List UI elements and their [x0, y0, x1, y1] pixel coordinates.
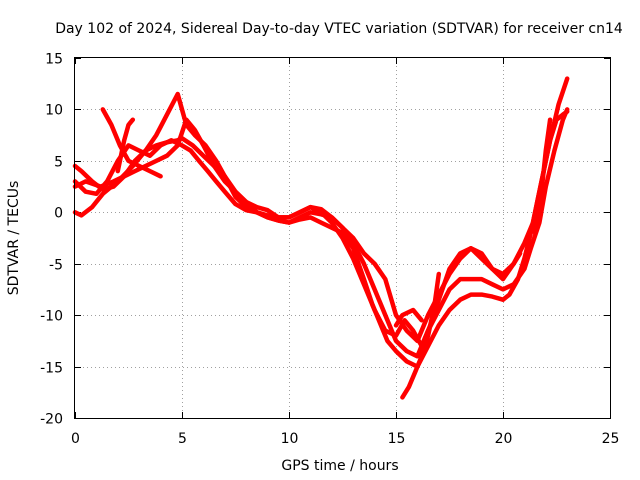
y-tick-label: -5 — [49, 258, 63, 274]
chart-title: Day 102 of 2024, Sidereal Day-to-day VTE… — [55, 21, 623, 37]
x-tick-label: 25 — [602, 431, 620, 447]
x-tick-label: 10 — [281, 431, 299, 447]
y-tick-label: 15 — [45, 52, 63, 68]
x-tick-label: 5 — [178, 431, 187, 447]
y-tick-label: 5 — [54, 155, 63, 171]
grid — [75, 58, 610, 418]
x-tick-label: 15 — [388, 431, 406, 447]
y-tick-label: 10 — [45, 103, 63, 119]
y-tick-label: 0 — [54, 206, 63, 222]
series-trace-5 — [100, 107, 163, 179]
series-trace-1 — [72, 91, 570, 369]
x-tick-label: 0 — [71, 431, 80, 447]
series-trace-9 — [532, 117, 553, 236]
plot-frame — [74, 57, 611, 419]
x-tick-label: 20 — [495, 431, 513, 447]
y-tick-label: -15 — [40, 361, 63, 377]
series-trace-3 — [72, 76, 570, 349]
data-series — [72, 76, 570, 400]
y-tick-label: -10 — [40, 309, 63, 325]
y-tick-label: -20 — [40, 412, 63, 428]
x-axis-label: GPS time / hours — [281, 458, 398, 474]
axis-ticks: 0 5 10 15 20 25 15 10 5 0 -5 -10 -15 -20 — [40, 52, 619, 448]
series-trace-8 — [393, 307, 424, 328]
series-trace-6 — [115, 117, 136, 174]
series-trace-4 — [72, 117, 523, 344]
series-trace-7 — [400, 271, 442, 400]
y-axis-label: SDTVAR / TECUs — [6, 181, 22, 296]
